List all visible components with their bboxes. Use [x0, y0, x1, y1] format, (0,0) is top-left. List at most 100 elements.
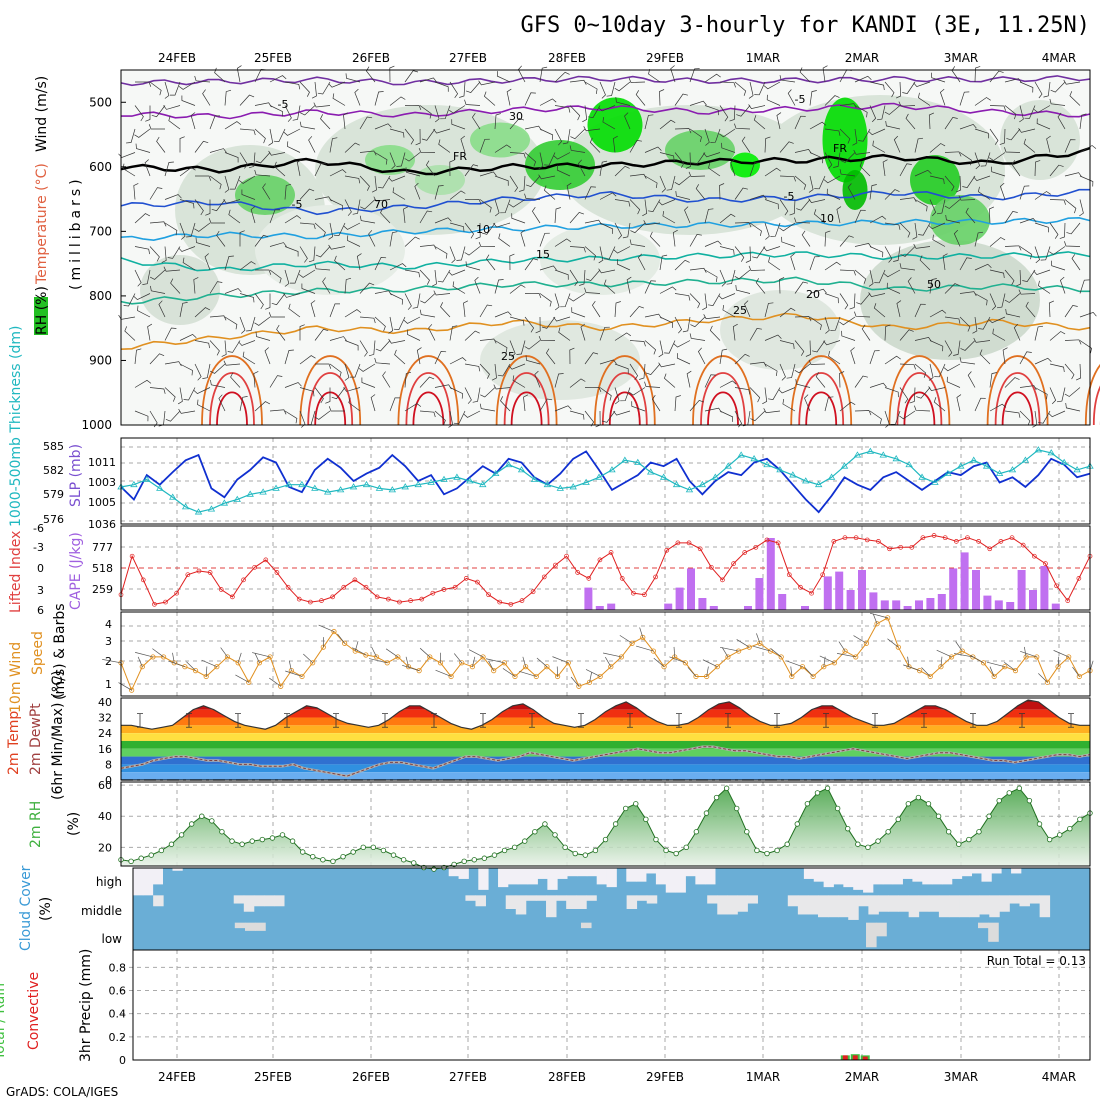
wind-speed-point — [1044, 679, 1051, 685]
cape-bar — [687, 568, 695, 610]
wind-barb — [1048, 410, 1066, 418]
wind-speed-point — [171, 660, 177, 666]
wind-barb — [861, 324, 871, 341]
wind-barb — [531, 206, 541, 224]
wind-barb — [973, 337, 991, 343]
isotherm-surface-loop — [412, 391, 445, 426]
rh2m-point — [511, 844, 518, 851]
wind-barb — [209, 340, 220, 356]
wind-barb — [149, 353, 165, 365]
lifted-index-point — [898, 544, 904, 550]
wind-barb — [1019, 246, 1032, 260]
wind-barb — [179, 167, 196, 177]
wind-barb — [524, 193, 541, 200]
wind-barb — [839, 169, 856, 177]
surface-wind-barb — [337, 633, 345, 644]
surface-wind-barb — [619, 635, 633, 644]
rh2m-point — [219, 829, 225, 835]
surface-wind-barb — [1089, 660, 1094, 671]
slp-label: SLP (mb) — [68, 444, 84, 507]
rh2m-point — [370, 844, 377, 851]
wind-barb — [959, 152, 972, 166]
wind-barb — [809, 256, 820, 271]
cape-bar — [778, 594, 787, 610]
wind-barb — [919, 255, 931, 271]
wind-barb — [659, 254, 668, 271]
isotherm-surface-loop — [209, 372, 255, 426]
wind-barb — [812, 340, 826, 353]
rh-tick-label: 20 — [98, 841, 112, 854]
surface-wind-barb — [869, 612, 888, 619]
wind-barb — [149, 410, 158, 428]
rh2m-point — [289, 838, 296, 844]
surface-wind-barb — [970, 654, 984, 664]
wind-barb — [269, 242, 287, 247]
wind-barb — [695, 184, 706, 200]
wind-barb — [359, 215, 376, 224]
wind-axis-label: 10m Wind Speed (m/s) & Barbs — [8, 603, 68, 713]
cloud-clear-block — [255, 922, 266, 931]
isotherm-20-6 — [120, 276, 1090, 305]
wind-barb — [419, 210, 433, 224]
wind-barb — [873, 303, 886, 318]
wind-barb — [828, 351, 841, 365]
wind-barb — [779, 340, 795, 349]
cloud-clear-block — [898, 895, 910, 912]
surface-wind-barb — [419, 647, 431, 658]
wind-barb — [996, 293, 1006, 309]
wind-barb — [523, 394, 529, 412]
isotherm-surface-loop — [700, 372, 746, 426]
wind-barb — [239, 94, 255, 106]
wind-speed-point — [842, 648, 848, 654]
cloud-clear-block — [557, 868, 568, 879]
surface-wind-barb — [168, 660, 186, 668]
rh2m-point — [188, 821, 195, 827]
rh-shade-green — [470, 122, 530, 158]
wind-barb — [479, 338, 497, 344]
wind-speed-point — [395, 654, 401, 660]
wind-speed-point — [1012, 668, 1019, 674]
isotherm-surface-loop — [986, 355, 1049, 426]
lifted-index-point — [920, 535, 926, 541]
temp-label: Temperature (°C) — [34, 163, 50, 285]
wind-barb — [989, 152, 1006, 161]
cloud-clear-block — [797, 895, 809, 915]
wind-barb — [944, 316, 961, 324]
wind-barb — [193, 277, 199, 294]
wind-barb — [329, 303, 340, 318]
wind-barb — [524, 152, 537, 167]
wind-barb — [732, 323, 738, 341]
wind-barb — [284, 410, 298, 424]
wind-barb — [463, 410, 481, 418]
wind-barb — [389, 263, 407, 271]
wind-barb — [813, 209, 826, 224]
surface-wind-barb — [220, 647, 228, 658]
thickness-tick-label: 585 — [43, 440, 64, 453]
wind-barb — [308, 136, 316, 153]
rh2m-point — [400, 857, 407, 863]
wind-barb — [354, 88, 361, 106]
wind-barb — [1049, 246, 1066, 255]
wind-barb — [1064, 241, 1081, 247]
cloud-clear-block — [636, 895, 648, 901]
wind-barb — [1079, 199, 1084, 217]
wind-barb — [449, 325, 458, 341]
wind-barb — [238, 175, 256, 184]
wind-barb — [167, 246, 181, 259]
wind-barb — [719, 128, 736, 138]
wind-barb — [431, 269, 437, 287]
wind-barb — [569, 269, 579, 287]
minmax-whisker — [1019, 713, 1025, 728]
wind-barb — [931, 72, 946, 83]
wind-barb — [161, 246, 167, 263]
dewpt-line — [120, 746, 1091, 777]
wind-barb — [630, 222, 646, 234]
wind-barb — [804, 394, 811, 412]
wind-barb — [126, 128, 136, 144]
wind-barb — [808, 359, 826, 365]
wind-barb — [412, 293, 421, 309]
wind-barb — [933, 397, 946, 412]
precip-tick-label: 0.2 — [109, 1031, 127, 1044]
isotherm-surface-loop — [510, 391, 543, 426]
isotherm-surface-loop — [397, 355, 460, 426]
